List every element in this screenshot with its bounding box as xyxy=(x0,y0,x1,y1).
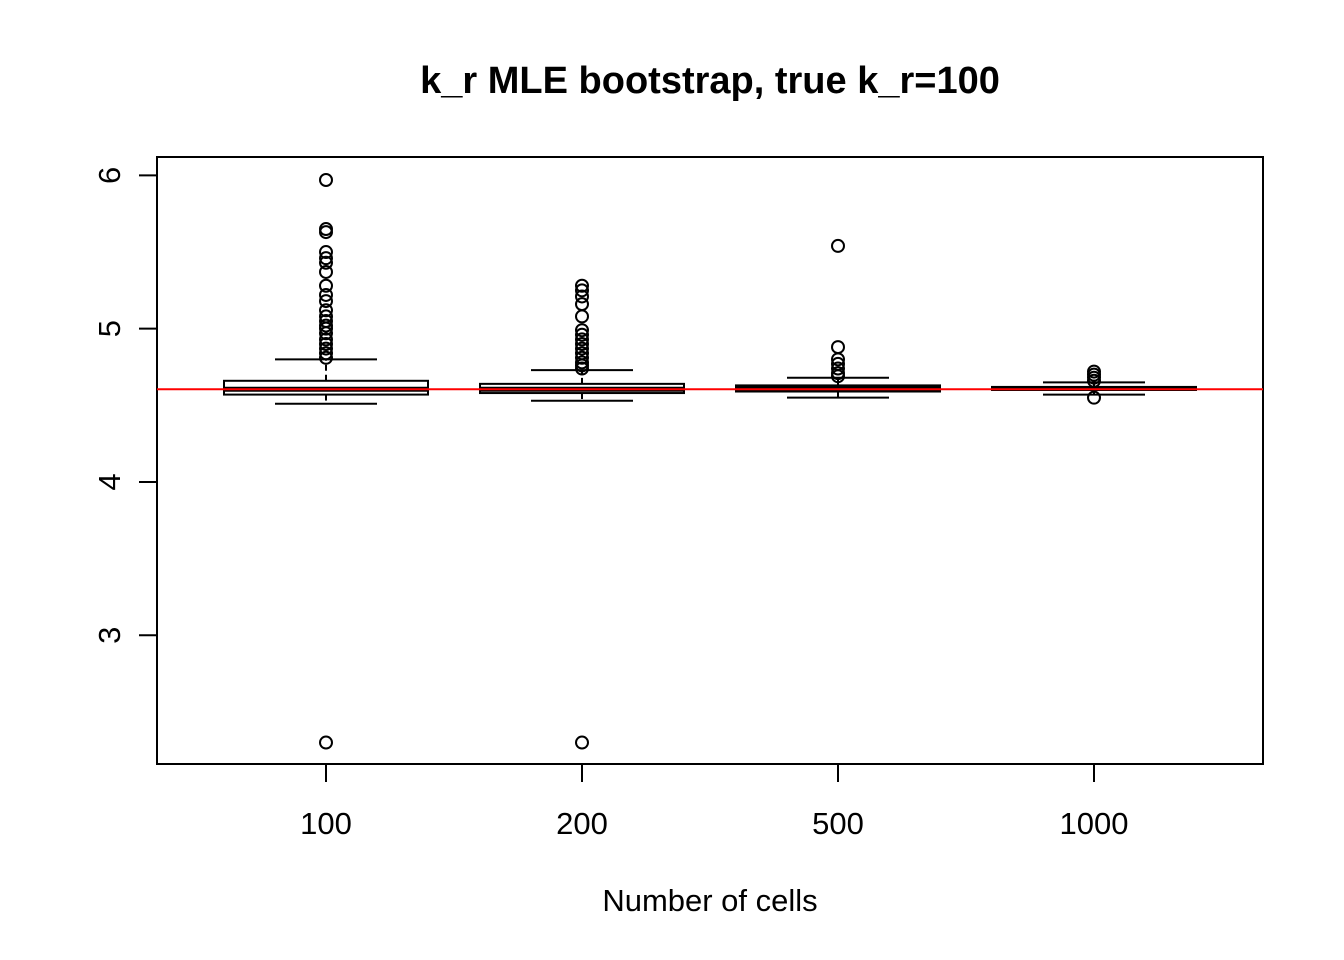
outlier-point xyxy=(319,294,333,309)
x-axis-label: Number of cells xyxy=(602,883,817,918)
outlier-point xyxy=(831,361,845,376)
outlier-point xyxy=(319,287,333,302)
x-tick-label: 200 xyxy=(556,806,608,841)
outlier-point xyxy=(319,346,333,361)
outlier-point xyxy=(319,350,333,365)
outlier-point xyxy=(319,251,333,266)
outlier-point xyxy=(319,337,333,352)
outlier-point xyxy=(575,289,589,304)
outlier-point xyxy=(575,341,589,356)
x-tick-label: 1000 xyxy=(1060,806,1129,841)
outlier-point xyxy=(319,278,333,293)
outlier-point xyxy=(1087,390,1101,405)
outlier-point xyxy=(319,225,333,240)
outlier-point xyxy=(319,245,333,260)
x-tick-label: 500 xyxy=(812,806,864,841)
outlier-point xyxy=(319,303,333,318)
box-200 xyxy=(479,278,685,750)
outlier-point xyxy=(831,369,845,384)
x-tick-label: 100 xyxy=(300,806,352,841)
box-1000 xyxy=(991,364,1197,405)
outlier-point xyxy=(575,735,589,750)
outlier-point xyxy=(319,172,333,187)
outlier-point xyxy=(575,361,589,376)
outlier-point xyxy=(831,238,845,253)
outlier-point xyxy=(319,264,333,279)
outlier-point xyxy=(575,327,589,342)
y-tick-label: 3 xyxy=(92,627,127,644)
y-tick-label: 6 xyxy=(92,167,127,184)
outlier-point xyxy=(319,735,333,750)
outlier-point xyxy=(319,326,333,341)
outlier-point xyxy=(575,278,589,293)
boxes xyxy=(223,172,1197,750)
y-tick-label: 5 xyxy=(92,320,127,337)
outlier-point xyxy=(575,332,589,347)
box-100 xyxy=(223,172,429,750)
outlier-point xyxy=(319,341,333,356)
outlier-point xyxy=(575,309,589,324)
outlier-point xyxy=(575,297,589,312)
outlier-point xyxy=(319,332,333,347)
outlier-point xyxy=(575,323,589,338)
outlier-point xyxy=(575,337,589,352)
outlier-point xyxy=(575,350,589,365)
y-tick-label: 4 xyxy=(92,473,127,490)
box-500 xyxy=(735,238,941,399)
chart-title: k_r MLE bootstrap, true k_r=100 xyxy=(420,60,1000,102)
outlier-point xyxy=(575,283,589,298)
outlier-point xyxy=(831,352,845,367)
outlier-point xyxy=(1087,373,1101,388)
outlier-point xyxy=(319,255,333,270)
x-axis: 100 200 500 1000 xyxy=(300,763,1129,841)
outlier-point xyxy=(319,321,333,336)
y-axis: 3 4 5 6 xyxy=(92,167,158,644)
outlier-point xyxy=(831,340,845,355)
